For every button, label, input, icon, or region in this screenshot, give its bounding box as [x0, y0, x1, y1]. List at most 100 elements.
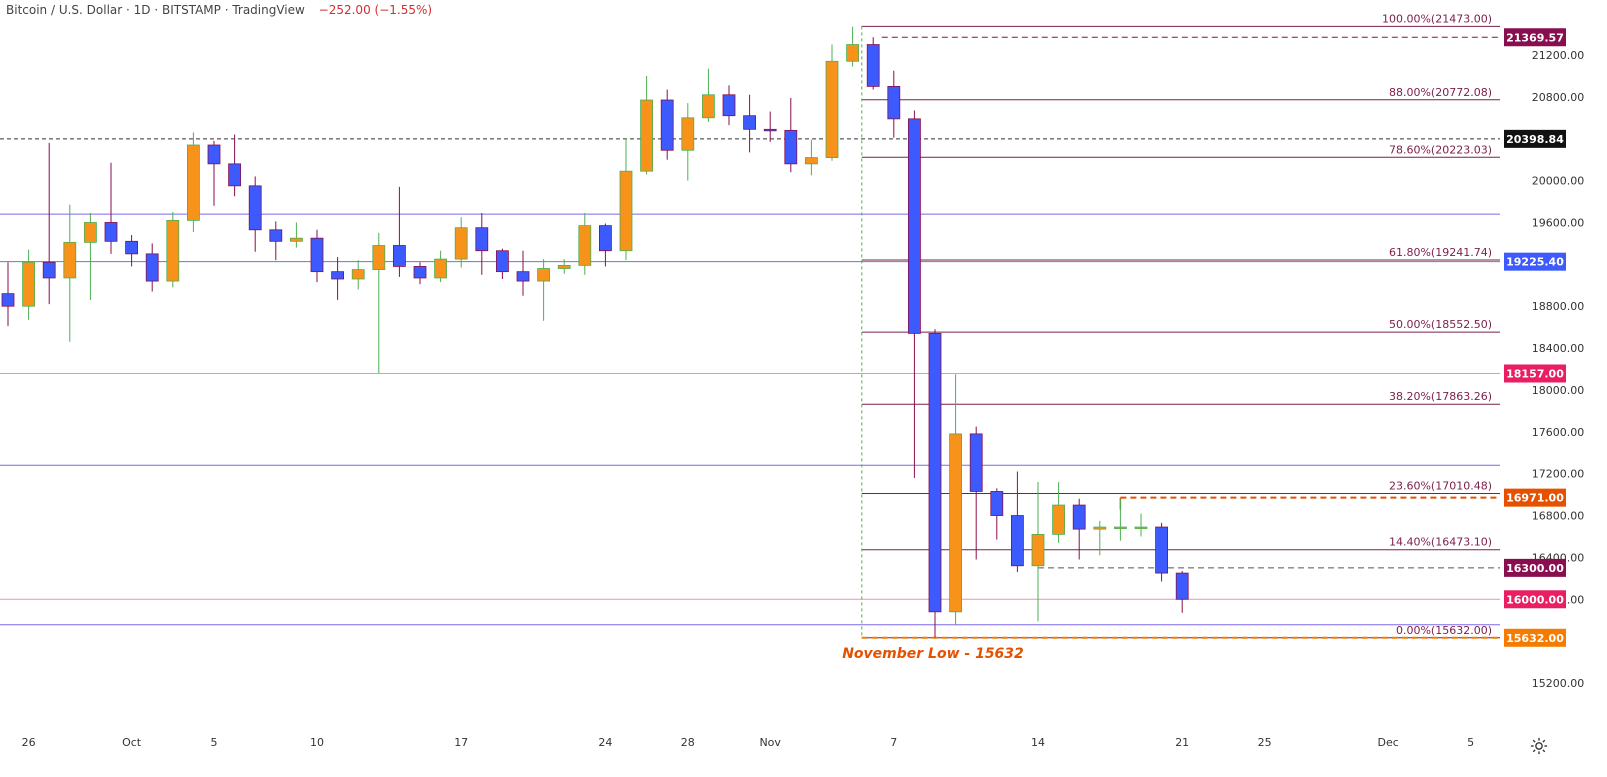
- x-tick-label: 25: [1258, 736, 1272, 749]
- price-tag[interactable]: [1504, 590, 1566, 609]
- candle-body[interactable]: [846, 44, 859, 62]
- price-change: −252.00 (−1.55%): [318, 3, 433, 17]
- candle-body[interactable]: [537, 268, 550, 282]
- x-tick-label: 24: [598, 736, 612, 749]
- candle-body[interactable]: [331, 271, 345, 280]
- candle-body[interactable]: [825, 60, 839, 158]
- candle-body[interactable]: [269, 229, 283, 242]
- candle-body[interactable]: [1052, 504, 1065, 535]
- price-tag[interactable]: [1504, 252, 1566, 271]
- y-tick-label: 16800.00: [1532, 510, 1585, 523]
- candle-body[interactable]: [104, 222, 118, 242]
- candle-body[interactable]: [1134, 526, 1148, 529]
- candle-body[interactable]: [887, 86, 901, 120]
- price-tag[interactable]: [1504, 28, 1566, 47]
- candle-body[interactable]: [310, 237, 324, 273]
- candle-body[interactable]: [743, 115, 756, 130]
- candle-body[interactable]: [166, 219, 180, 282]
- candle-body[interactable]: [805, 157, 818, 165]
- candle-body[interactable]: [866, 44, 880, 87]
- x-tick-label: 14: [1031, 736, 1045, 749]
- candle-body[interactable]: [928, 333, 942, 613]
- candle-body[interactable]: [434, 258, 448, 279]
- chart-title: Bitcoin / U.S. Dollar · 1D · BITSTAMP · …: [6, 3, 305, 17]
- candle-body[interactable]: [1175, 572, 1189, 600]
- y-tick-label: 18800.00: [1532, 300, 1585, 313]
- price-tag-label: 18157.00: [1506, 368, 1564, 381]
- x-tick-label: 17: [454, 736, 468, 749]
- candle-body[interactable]: [495, 250, 509, 273]
- candle-body[interactable]: [63, 241, 77, 279]
- price-tag-label: 16000.00: [1506, 593, 1564, 606]
- x-tick-label: Nov: [759, 736, 781, 749]
- candle-body[interactable]: [619, 170, 633, 252]
- x-tick-label: 5: [1467, 736, 1474, 749]
- candle-body[interactable]: [557, 264, 571, 269]
- candle-body[interactable]: [1072, 504, 1086, 530]
- candle-body[interactable]: [722, 94, 736, 117]
- y-tick-label: 21200.00: [1532, 49, 1585, 62]
- price-tag[interactable]: [1504, 558, 1566, 577]
- x-tick-label: 7: [890, 736, 897, 749]
- candle-body[interactable]: [475, 227, 489, 252]
- candle-body[interactable]: [763, 128, 777, 132]
- candle-body[interactable]: [1114, 526, 1127, 529]
- y-tick-label: 17600.00: [1532, 426, 1585, 439]
- price-tag-label: 15632.00: [1506, 632, 1564, 645]
- candle-body[interactable]: [248, 185, 262, 231]
- price-tag[interactable]: [1504, 628, 1566, 647]
- candle-body[interactable]: [640, 99, 653, 172]
- y-tick-label: 18400.00: [1532, 342, 1585, 355]
- candle-body[interactable]: [413, 266, 427, 279]
- price-tag-label: 20398.84: [1506, 133, 1564, 146]
- candle-body[interactable]: [125, 240, 138, 255]
- candle-body[interactable]: [990, 491, 1004, 516]
- gear-icon[interactable]: [1530, 737, 1548, 755]
- candle-body[interactable]: [145, 253, 159, 282]
- candle-body[interactable]: [1011, 515, 1024, 567]
- price-tag-label: 21369.57: [1506, 31, 1564, 44]
- candle-body[interactable]: [908, 118, 921, 334]
- candle-body[interactable]: [1093, 526, 1107, 530]
- candle-body[interactable]: [42, 261, 56, 279]
- candle-body[interactable]: [599, 225, 612, 252]
- x-tick-label: 5: [211, 736, 218, 749]
- candle-body[interactable]: [969, 433, 983, 492]
- price-tag[interactable]: [1504, 488, 1566, 507]
- candle-body[interactable]: [228, 163, 242, 187]
- candle-body[interactable]: [660, 99, 674, 151]
- fib-level-label: 100.00%(21473.00): [1382, 12, 1492, 25]
- fib-level-label: 23.60%(17010.48): [1389, 480, 1492, 493]
- chart-header: Bitcoin / U.S. Dollar · 1D · BITSTAMP · …: [6, 3, 432, 17]
- candle-body[interactable]: [1155, 526, 1168, 574]
- candle-body[interactable]: [454, 227, 468, 260]
- candle-body[interactable]: [702, 94, 715, 119]
- fib-level-label: 61.80%(19241.74): [1389, 246, 1492, 259]
- fib-level-label: 38.20%(17863.26): [1389, 390, 1492, 403]
- price-tag[interactable]: [1504, 364, 1566, 383]
- candle-body[interactable]: [186, 144, 200, 221]
- price-tag[interactable]: [1504, 129, 1566, 148]
- candle-body[interactable]: [22, 261, 36, 307]
- candle-body[interactable]: [1031, 533, 1045, 567]
- x-tick-label: Oct: [122, 736, 142, 749]
- candle-body[interactable]: [392, 245, 406, 267]
- x-tick-label: 26: [22, 736, 36, 749]
- candle-body[interactable]: [516, 271, 530, 282]
- november-low-annotation: November Low - 15632: [842, 646, 1024, 662]
- candle-body[interactable]: [784, 129, 798, 165]
- candle-body[interactable]: [351, 269, 365, 280]
- candle-body[interactable]: [949, 433, 962, 613]
- candle-body[interactable]: [207, 144, 221, 165]
- candle-body[interactable]: [372, 245, 386, 270]
- candle-body[interactable]: [84, 222, 97, 243]
- candle-body[interactable]: [578, 225, 592, 266]
- candle-body[interactable]: [1, 293, 15, 307]
- candle-body[interactable]: [289, 237, 303, 242]
- candle-body[interactable]: [681, 117, 695, 151]
- x-tick-label: 28: [681, 736, 695, 749]
- price-tag-label: 16971.00: [1506, 492, 1564, 505]
- x-tick-label: Dec: [1378, 736, 1399, 749]
